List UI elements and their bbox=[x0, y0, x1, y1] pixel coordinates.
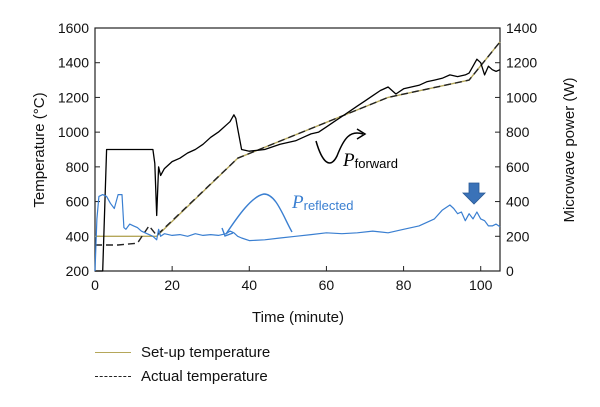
legend-swatch-actual bbox=[95, 375, 131, 377]
p-forward-curve-arrow bbox=[315, 132, 364, 164]
right-y-tick-label: 1000 bbox=[506, 89, 537, 105]
p-forward-arrowhead bbox=[356, 128, 367, 140]
p-forward-annotation: Pforward bbox=[315, 128, 398, 171]
left-y-tick-label: 200 bbox=[66, 263, 90, 279]
legend-item-setup: Set-up temperature bbox=[95, 340, 415, 364]
left-y-tick-label: 400 bbox=[66, 228, 90, 244]
actual-temperature-line bbox=[95, 41, 501, 246]
left-y-tick-label: 1600 bbox=[58, 20, 89, 36]
legend-label-setup: Set-up temperature bbox=[141, 343, 271, 361]
x-tick-label: 80 bbox=[396, 277, 412, 293]
x-axis: 0 20 40 60 80 100 bbox=[91, 266, 493, 293]
left-y-axis: 200 400 600 800 1000 1200 1400 1600 bbox=[58, 20, 100, 279]
left-y-tick-label: 1200 bbox=[58, 89, 89, 105]
legend-swatch-setup bbox=[95, 351, 131, 353]
p-reflected-label: Preflected bbox=[291, 192, 353, 213]
legend-item-actual: Actual temperature bbox=[95, 364, 415, 388]
p-reflected-curve-arrow bbox=[225, 193, 293, 235]
p-reflected-arrowhead bbox=[221, 227, 234, 237]
legend-label-actual: Actual temperature bbox=[141, 367, 268, 385]
forward-power-line bbox=[95, 58, 501, 272]
right-y-tick-label: 1200 bbox=[506, 55, 537, 71]
series-layer bbox=[94, 41, 501, 272]
dual-axis-line-chart: 0 20 40 60 80 100 200 400 600 800 1000 1200 1400 160… bbox=[31, 20, 578, 326]
reflected-power-line bbox=[94, 194, 501, 272]
left-y-tick-label: 600 bbox=[66, 194, 90, 210]
down-arrow-icon bbox=[462, 182, 486, 205]
left-y-axis-title: Temperature (°C) bbox=[31, 92, 48, 207]
x-axis-title: Time (minute) bbox=[252, 309, 344, 326]
left-y-tick-label: 1400 bbox=[58, 55, 89, 71]
left-y-tick-label: 1000 bbox=[58, 124, 89, 140]
p-forward-label: Pforward bbox=[342, 150, 398, 171]
left-y-tick-label: 800 bbox=[66, 159, 90, 175]
plot-frame bbox=[94, 27, 501, 272]
right-y-tick-label: 400 bbox=[506, 194, 530, 210]
legend: Set-up temperature Actual temperature bbox=[95, 340, 415, 388]
x-tick-label: 60 bbox=[319, 277, 335, 293]
right-y-tick-label: 1400 bbox=[506, 20, 537, 36]
right-y-tick-label: 0 bbox=[506, 263, 514, 279]
x-tick-label: 100 bbox=[469, 277, 493, 293]
right-y-tick-label: 200 bbox=[506, 228, 530, 244]
x-tick-label: 20 bbox=[164, 277, 180, 293]
right-y-tick-label: 600 bbox=[506, 159, 530, 175]
x-tick-label: 0 bbox=[91, 277, 99, 293]
right-y-axis: 0 200 400 600 800 1000 1200 1400 bbox=[495, 20, 537, 279]
right-y-axis-title: Microwave power (W) bbox=[561, 77, 578, 222]
p-reflected-annotation: Preflected bbox=[221, 192, 353, 237]
x-tick-label: 40 bbox=[241, 277, 257, 293]
right-y-tick-label: 800 bbox=[506, 124, 530, 140]
